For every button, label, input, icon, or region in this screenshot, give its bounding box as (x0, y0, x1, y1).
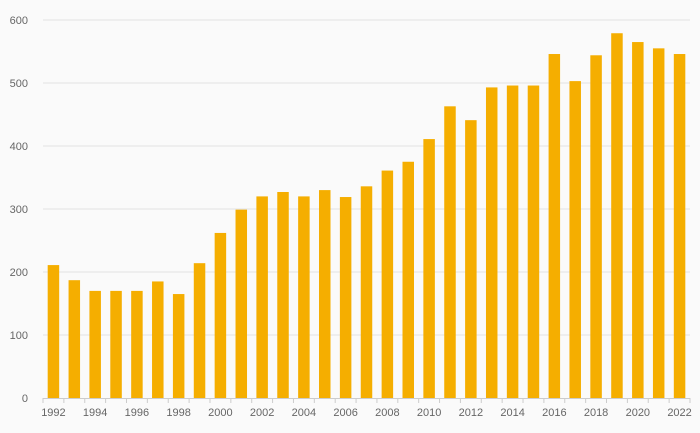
x-tick-label: 2006 (333, 407, 357, 419)
bar-1999 (193, 263, 206, 398)
bar-2006 (339, 197, 352, 398)
bar-2016 (548, 54, 561, 399)
x-tick-label: 2012 (459, 407, 483, 419)
y-tick-label: 0 (22, 393, 28, 405)
x-tick-label: 2008 (375, 407, 399, 419)
x-tick-label: 2002 (250, 407, 274, 419)
x-tick-label: 1994 (83, 407, 107, 419)
y-tick-label: 300 (10, 204, 28, 216)
bars (47, 33, 686, 399)
y-tick-label: 600 (10, 15, 28, 27)
bar-1997 (152, 281, 164, 398)
x-tick-label: 2022 (667, 407, 691, 419)
bar-1992 (47, 265, 60, 398)
bar-2002 (256, 196, 268, 398)
bar-2000 (214, 232, 227, 398)
bar-1998 (172, 294, 185, 398)
x-tick-label: 2020 (626, 407, 650, 419)
y-tick-label: 400 (10, 141, 28, 153)
bar-2005 (319, 190, 331, 398)
bar-2017 (569, 81, 581, 399)
y-tick-label: 500 (10, 78, 28, 90)
x-tick-label: 2016 (542, 407, 566, 419)
bar-2021 (652, 48, 665, 398)
bar-2022 (673, 54, 686, 399)
x-tick-label: 1996 (125, 407, 149, 419)
axes: 0 100 200 300 400 500 600 1992 1994 1996 1998 2000 2… (10, 15, 692, 419)
bar-2009 (402, 161, 414, 398)
x-tick-label: 2004 (292, 407, 316, 419)
bar-2011 (444, 106, 456, 398)
bar-2014 (506, 85, 519, 399)
bar-2019 (611, 33, 623, 398)
x-tick-label: 1992 (41, 407, 65, 419)
bar-2012 (465, 120, 477, 399)
bar-1995 (110, 290, 122, 398)
x-tick-label: 1998 (166, 407, 190, 419)
bar-1993 (68, 280, 81, 398)
bar-1996 (131, 290, 143, 398)
bar-2010 (423, 139, 435, 398)
x-tick-label: 2010 (417, 407, 441, 419)
x-tick-label: 2018 (584, 407, 608, 419)
bar-2013 (485, 87, 498, 398)
bar-2001 (235, 209, 248, 398)
bar-2007 (360, 186, 373, 398)
x-tick-label: 2000 (208, 407, 232, 419)
bar-2008 (381, 170, 394, 398)
bar-2020 (632, 42, 644, 399)
y-tick-label: 100 (10, 330, 28, 342)
bar-1994 (89, 290, 101, 398)
bar-2004 (298, 196, 310, 398)
bar-2003 (277, 191, 289, 398)
y-tick-label: 200 (10, 267, 28, 279)
x-tick-label: 2014 (500, 407, 524, 419)
bar-2018 (590, 55, 602, 398)
bar-2015 (527, 85, 540, 399)
